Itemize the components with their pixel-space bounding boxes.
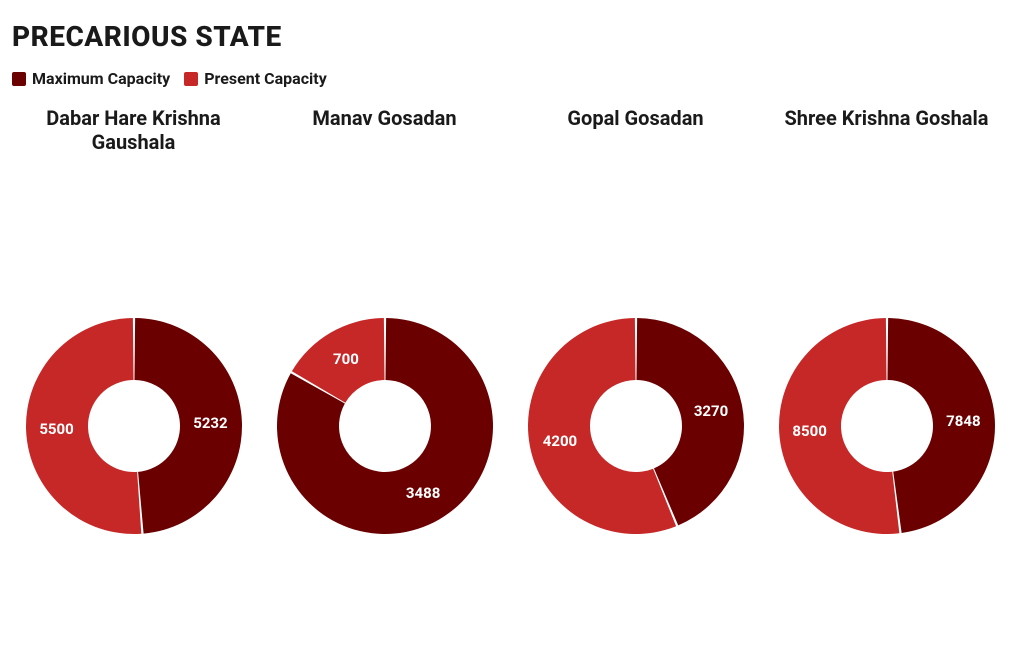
donut-chart: 5232 5500 bbox=[19, 156, 249, 556]
legend: Maximum Capacity Present Capacity bbox=[12, 69, 1008, 88]
donut-chart: 7848 8500 bbox=[772, 156, 1002, 556]
chart-title: Manav Gosadan bbox=[308, 106, 460, 156]
chart-column: Manav Gosadan 3488 700 bbox=[263, 106, 506, 556]
legend-swatch-present bbox=[184, 72, 198, 86]
chart-title: Dabar Hare Krishna Gaushala bbox=[12, 106, 255, 156]
donut-value-maximum: 5232 bbox=[193, 414, 227, 432]
donut-value-present: 700 bbox=[333, 350, 359, 368]
donut-value-present: 5500 bbox=[39, 420, 73, 438]
donut-value-maximum: 3488 bbox=[406, 484, 440, 502]
legend-item-maximum: Maximum Capacity bbox=[12, 69, 170, 88]
legend-label-maximum: Maximum Capacity bbox=[32, 69, 170, 88]
chart-column: Shree Krishna Goshala 7848 8500 bbox=[765, 106, 1008, 556]
donut-value-maximum: 3270 bbox=[694, 402, 728, 420]
chart-title: Gopal Gosadan bbox=[563, 106, 707, 156]
donut-chart: 3270 4200 bbox=[521, 156, 751, 556]
donut-chart: 3488 700 bbox=[270, 156, 500, 556]
donut-value-maximum: 7848 bbox=[946, 412, 980, 430]
donut-value-present: 4200 bbox=[543, 432, 577, 450]
legend-label-present: Present Capacity bbox=[204, 69, 327, 88]
donut-svg bbox=[526, 316, 746, 536]
donut-value-present: 8500 bbox=[792, 422, 826, 440]
chart-title: Shree Krishna Goshala bbox=[780, 106, 992, 156]
donut-svg bbox=[275, 316, 495, 536]
chart-column: Dabar Hare Krishna Gaushala 5232 5500 bbox=[12, 106, 255, 556]
chart-column: Gopal Gosadan 3270 4200 bbox=[514, 106, 757, 556]
page-title: PRECARIOUS STATE bbox=[12, 20, 1008, 53]
legend-swatch-maximum bbox=[12, 72, 26, 86]
legend-item-present: Present Capacity bbox=[184, 69, 327, 88]
charts-row: Dabar Hare Krishna Gaushala 5232 5500 Manav… bbox=[12, 106, 1008, 556]
